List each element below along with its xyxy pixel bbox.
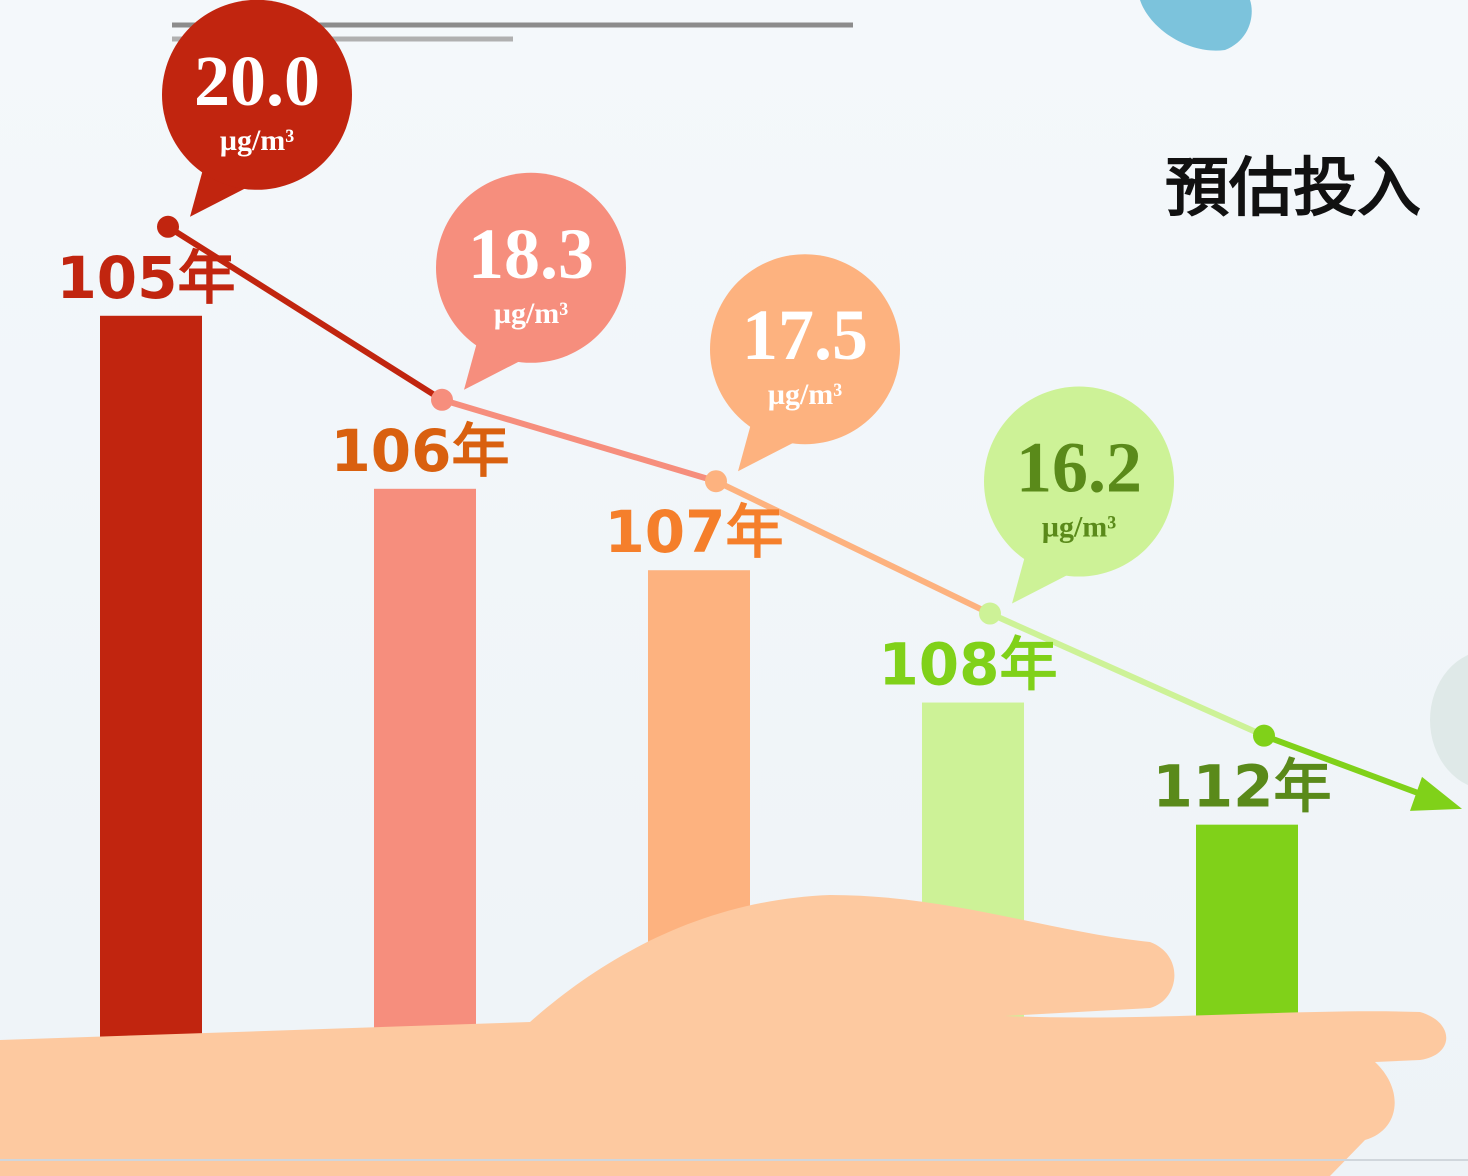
trend-point	[157, 216, 179, 238]
trend-point	[705, 470, 727, 492]
unit-label: µg/m³	[768, 378, 843, 411]
annotation: 預估投入	[1165, 152, 1421, 226]
bar	[1196, 825, 1298, 1040]
value-label: 16.2	[1016, 428, 1142, 508]
unit-label: µg/m³	[494, 297, 569, 330]
chart: 預估投入 105年106年107年108年112年20.0µg/m³18.3µg…	[0, 0, 1468, 1176]
bar	[374, 489, 476, 1040]
category-label: 112年	[1152, 753, 1331, 821]
trend-point	[979, 603, 1001, 625]
unit-label: µg/m³	[1042, 511, 1117, 544]
bar	[100, 316, 202, 1040]
category-label: 105年	[56, 244, 235, 312]
category-label: 106年	[330, 417, 509, 485]
value-label: 18.3	[468, 214, 594, 294]
trend-point	[1253, 725, 1275, 747]
value-label: 20.0	[194, 41, 320, 121]
unit-label: µg/m³	[220, 124, 295, 157]
category-label: 108年	[878, 631, 1057, 699]
value-label: 17.5	[742, 295, 868, 375]
category-label: 107年	[604, 498, 783, 566]
trend-point	[431, 389, 453, 411]
page: {"chart_data": {"type": "bar", "annotati…	[0, 0, 1468, 1176]
